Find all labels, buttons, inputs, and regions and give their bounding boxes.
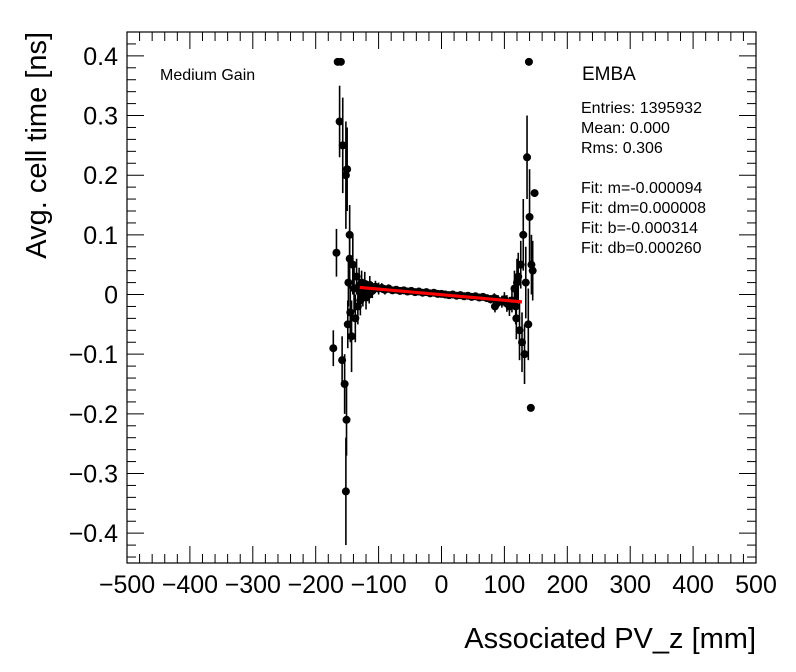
y-tick-label: −0.1: [69, 341, 118, 369]
data-point: [343, 165, 352, 174]
data-point: [341, 171, 350, 180]
data-point: [524, 57, 533, 66]
data-point: [521, 278, 530, 287]
data-point: [338, 356, 347, 365]
data-point: [335, 117, 344, 126]
data-point: [515, 326, 524, 335]
x-tick-label: 300: [609, 571, 651, 599]
data-point: [345, 254, 354, 263]
x-tick-label: −400: [162, 571, 218, 599]
x-tick-label: 400: [672, 571, 714, 599]
fit-dm: Fit: dm=0.000008: [581, 200, 706, 217]
fit-m: Fit: m=-0.000094: [581, 180, 703, 197]
x-tick-label: −500: [99, 571, 155, 599]
data-point: [511, 302, 520, 311]
data-point: [346, 308, 355, 317]
data-point: [332, 248, 341, 257]
fit-line: [359, 285, 523, 304]
x-tick-label: −100: [350, 571, 406, 599]
data-point: [527, 260, 536, 269]
data-point: [329, 344, 338, 353]
data-point: [351, 314, 360, 323]
data-point: [492, 299, 501, 308]
x-tick-label: 200: [546, 571, 588, 599]
data-point: [512, 278, 521, 287]
data-point: [519, 230, 528, 239]
fit-db: Fit: db=0.000260: [581, 240, 702, 257]
x-tick-label: 0: [435, 571, 449, 599]
y-axis-title: Avg. cell time [ns]: [21, 32, 53, 259]
data-point: [340, 380, 349, 389]
y-tick-label: 0.3: [83, 103, 118, 131]
data-point: [352, 272, 361, 281]
x-tick-label: 100: [484, 571, 526, 599]
y-tick-label: 0.1: [83, 222, 118, 250]
data-point: [336, 57, 345, 66]
y-tick-label: 0.2: [83, 162, 118, 190]
fit-layer: [359, 285, 523, 304]
y-tick-label: −0.3: [69, 461, 118, 489]
data-point: [514, 272, 523, 281]
data-point: [524, 320, 533, 329]
gain-label: Medium Gain: [160, 67, 255, 84]
stat-mean: Mean: 0.000: [581, 120, 670, 137]
tick-layer: [126, 31, 757, 563]
data-point: [344, 278, 353, 287]
data-point: [525, 212, 534, 221]
y-tick-label: 0.4: [83, 43, 118, 71]
x-tick-label: −200: [288, 571, 344, 599]
data-point: [365, 290, 374, 299]
stat-rms: Rms: 0.306: [581, 140, 663, 157]
x-tick-label: −300: [225, 571, 281, 599]
data-point: [518, 338, 527, 347]
data-point: [512, 314, 521, 323]
data-point: [343, 320, 352, 329]
y-tick-label: 0: [104, 282, 118, 310]
y-tick-label: −0.2: [69, 401, 118, 429]
data-point: [530, 189, 539, 198]
data-point: [342, 415, 351, 424]
data-point: [516, 260, 525, 269]
x-tick-label: 500: [735, 571, 777, 599]
data-point: [520, 350, 529, 359]
stat-entries: Entries: 1395932: [581, 100, 702, 117]
data-point: [345, 230, 354, 239]
data-point: [341, 487, 350, 496]
tick-label-layer: −500 −400 −300 −200 −100 0 100 200 300 400 500 −0.4…: [69, 43, 777, 599]
x-axis-title: Associated PV_z [mm]: [464, 623, 756, 655]
data-point: [348, 260, 357, 269]
data-point: [347, 332, 356, 341]
partition-label: EMBA: [582, 64, 636, 85]
data-point: [338, 141, 347, 150]
data-point: [526, 403, 535, 412]
fit-b: Fit: b=-0.000314: [581, 220, 698, 237]
y-tick-label: −0.4: [69, 520, 118, 548]
data-point: [528, 266, 537, 275]
data-point: [523, 153, 532, 162]
